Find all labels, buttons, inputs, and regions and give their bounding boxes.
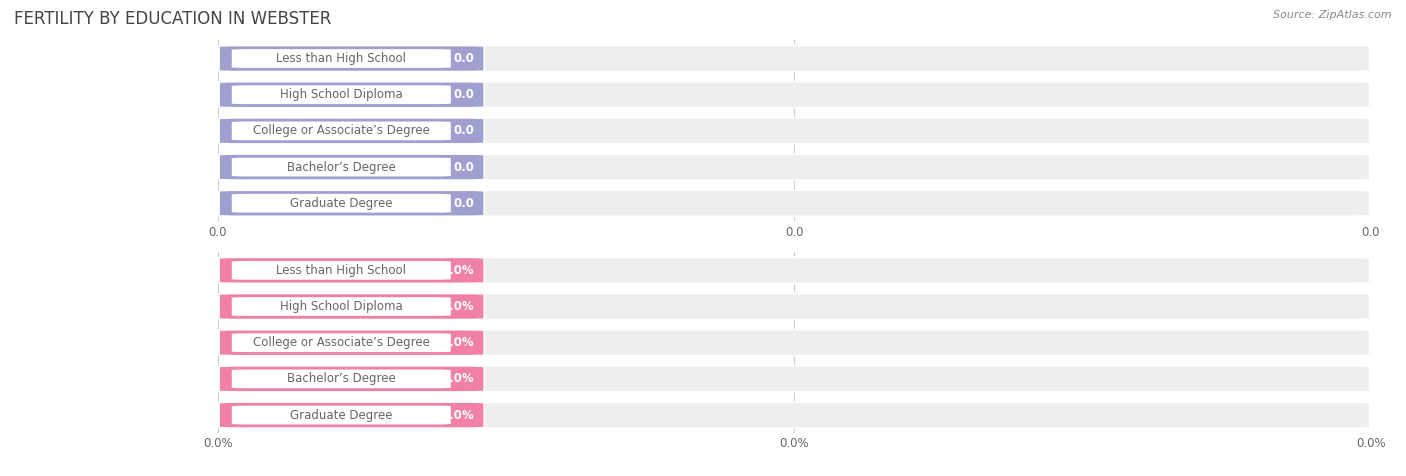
- Text: Less than High School: Less than High School: [277, 264, 406, 277]
- Text: 0.0%: 0.0%: [441, 264, 474, 277]
- FancyBboxPatch shape: [219, 330, 484, 356]
- FancyBboxPatch shape: [219, 294, 1369, 319]
- FancyBboxPatch shape: [219, 46, 484, 71]
- FancyBboxPatch shape: [219, 154, 1369, 180]
- FancyBboxPatch shape: [219, 258, 1369, 283]
- Text: High School Diploma: High School Diploma: [280, 88, 402, 101]
- Text: 0.0%: 0.0%: [441, 300, 474, 313]
- FancyBboxPatch shape: [219, 190, 1369, 216]
- Text: 0.0%: 0.0%: [441, 372, 474, 386]
- FancyBboxPatch shape: [219, 190, 484, 216]
- Text: Graduate Degree: Graduate Degree: [290, 197, 392, 210]
- Text: 0.0%: 0.0%: [441, 408, 474, 422]
- Text: Less than High School: Less than High School: [277, 52, 406, 65]
- Text: 0.0: 0.0: [453, 124, 474, 138]
- FancyBboxPatch shape: [219, 82, 484, 108]
- FancyBboxPatch shape: [232, 297, 451, 316]
- Text: Bachelor’s Degree: Bachelor’s Degree: [287, 372, 395, 386]
- FancyBboxPatch shape: [219, 402, 484, 428]
- Text: College or Associate’s Degree: College or Associate’s Degree: [253, 124, 430, 138]
- Text: Bachelor’s Degree: Bachelor’s Degree: [287, 160, 395, 174]
- Text: 0.0%: 0.0%: [441, 336, 474, 349]
- Text: 0.0: 0.0: [453, 52, 474, 65]
- Text: 0.0: 0.0: [453, 197, 474, 210]
- FancyBboxPatch shape: [219, 82, 1369, 108]
- FancyBboxPatch shape: [219, 366, 1369, 392]
- FancyBboxPatch shape: [232, 85, 451, 104]
- Text: Graduate Degree: Graduate Degree: [290, 408, 392, 422]
- Text: FERTILITY BY EDUCATION IN WEBSTER: FERTILITY BY EDUCATION IN WEBSTER: [14, 10, 332, 28]
- FancyBboxPatch shape: [232, 406, 451, 425]
- Text: 0.0: 0.0: [453, 88, 474, 101]
- FancyBboxPatch shape: [219, 258, 484, 283]
- FancyBboxPatch shape: [232, 261, 451, 280]
- FancyBboxPatch shape: [219, 154, 484, 180]
- FancyBboxPatch shape: [232, 158, 451, 177]
- Text: High School Diploma: High School Diploma: [280, 300, 402, 313]
- FancyBboxPatch shape: [232, 121, 451, 140]
- FancyBboxPatch shape: [219, 118, 1369, 144]
- FancyBboxPatch shape: [219, 402, 1369, 428]
- FancyBboxPatch shape: [219, 294, 484, 319]
- Text: College or Associate’s Degree: College or Associate’s Degree: [253, 336, 430, 349]
- FancyBboxPatch shape: [232, 369, 451, 388]
- FancyBboxPatch shape: [232, 194, 451, 213]
- FancyBboxPatch shape: [232, 333, 451, 352]
- Text: Source: ZipAtlas.com: Source: ZipAtlas.com: [1274, 10, 1392, 20]
- Text: 0.0: 0.0: [453, 160, 474, 174]
- FancyBboxPatch shape: [232, 49, 451, 68]
- FancyBboxPatch shape: [219, 366, 484, 392]
- FancyBboxPatch shape: [219, 330, 1369, 356]
- FancyBboxPatch shape: [219, 46, 1369, 71]
- FancyBboxPatch shape: [219, 118, 484, 144]
